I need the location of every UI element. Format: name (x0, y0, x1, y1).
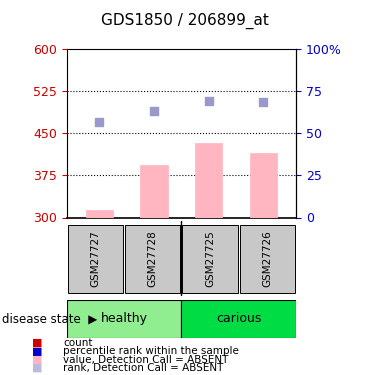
FancyBboxPatch shape (68, 225, 123, 292)
Text: ■: ■ (32, 338, 42, 348)
Text: percentile rank within the sample: percentile rank within the sample (63, 346, 239, 356)
FancyBboxPatch shape (182, 225, 238, 292)
Text: disease state  ▶: disease state ▶ (2, 312, 97, 325)
FancyBboxPatch shape (240, 225, 295, 292)
Point (151, 108, 157, 114)
Point (206, 98, 212, 104)
Text: count: count (63, 338, 92, 348)
Text: GSM27725: GSM27725 (205, 230, 215, 287)
Text: value, Detection Call = ABSENT: value, Detection Call = ABSENT (63, 355, 228, 364)
Point (260, 99, 266, 105)
Text: ■: ■ (32, 363, 42, 373)
Text: GSM27727: GSM27727 (90, 230, 100, 287)
Bar (195, 143, 222, 218)
FancyBboxPatch shape (181, 300, 296, 338)
Text: GSM27726: GSM27726 (262, 230, 272, 287)
Text: ■: ■ (32, 346, 42, 356)
Point (97, 119, 102, 125)
Text: carious: carious (216, 312, 261, 325)
Bar (140, 165, 168, 218)
Text: ■: ■ (32, 355, 42, 364)
Bar (250, 153, 277, 218)
Text: rank, Detection Call = ABSENT: rank, Detection Call = ABSENT (63, 363, 223, 373)
Text: GSM27728: GSM27728 (148, 230, 158, 287)
Bar (86, 210, 113, 218)
FancyBboxPatch shape (125, 225, 180, 292)
Text: GDS1850 / 206899_at: GDS1850 / 206899_at (101, 13, 269, 29)
Text: healthy: healthy (100, 312, 148, 325)
FancyBboxPatch shape (67, 300, 181, 338)
